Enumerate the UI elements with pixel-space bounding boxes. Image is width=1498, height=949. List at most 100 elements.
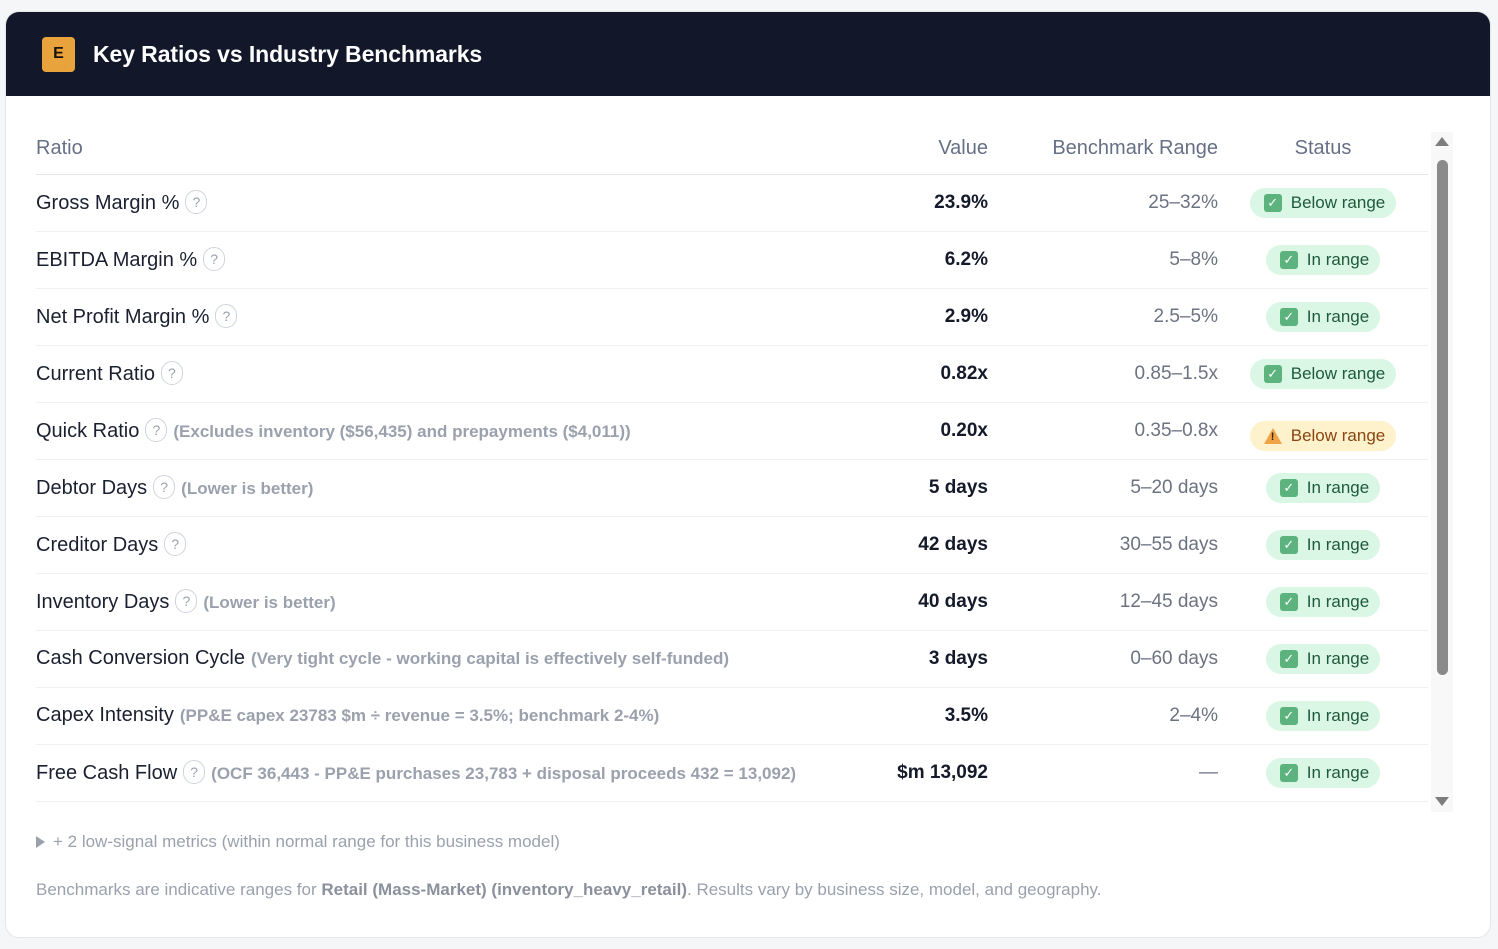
table-row: Creditor Days? 42 days 30–55 days ✓ In range bbox=[36, 516, 1428, 574]
help-icon[interactable]: ? bbox=[160, 361, 183, 385]
status-cell: ! Below range bbox=[1218, 402, 1428, 460]
ratio-note: (Lower is better) bbox=[181, 479, 314, 498]
benchmark-footnote: Benchmarks are indicative ranges for Ret… bbox=[36, 880, 1102, 900]
table-row: Inventory Days? (Lower is better) 40 days 1… bbox=[36, 573, 1428, 631]
scroll-up-arrow-icon[interactable] bbox=[1435, 137, 1449, 146]
table-row: Capex Intensity (PP&E capex 23783 $m ÷ re… bbox=[36, 687, 1428, 745]
scroll-thumb[interactable] bbox=[1437, 160, 1448, 675]
scroll-down-arrow-icon[interactable] bbox=[1435, 797, 1449, 806]
help-icon[interactable]: ? bbox=[164, 532, 187, 556]
ratio-note: (Lower is better) bbox=[203, 593, 336, 612]
value-cell: 0.82x bbox=[838, 345, 988, 403]
help-icon[interactable]: ? bbox=[145, 418, 168, 442]
status-badge: ! Below range bbox=[1249, 420, 1397, 451]
benchmark-cell: 0–60 days bbox=[988, 630, 1218, 688]
column-header-value: Value bbox=[838, 124, 988, 175]
value-cell: 3 days bbox=[838, 630, 988, 688]
footnote-prefix: Benchmarks are indicative ranges for bbox=[36, 880, 322, 899]
ratio-cell: Inventory Days? (Lower is better) bbox=[36, 573, 838, 631]
footnote-industry: Retail (Mass-Market) (inventory_heavy_re… bbox=[321, 880, 687, 899]
check-icon: ✓ bbox=[1279, 706, 1298, 725]
benchmark-cell: 0.35–0.8x bbox=[988, 402, 1218, 460]
benchmark-cell: 12–45 days bbox=[988, 573, 1218, 631]
ratio-name: Free Cash Flow bbox=[36, 762, 178, 784]
warning-icon: ! bbox=[1263, 427, 1282, 444]
check-icon: ✓ bbox=[1263, 193, 1282, 212]
ratio-name: EBITDA Margin % bbox=[36, 249, 198, 271]
ratio-name: Gross Margin % bbox=[36, 192, 180, 214]
status-label: In range bbox=[1306, 477, 1370, 497]
section-badge: E bbox=[42, 36, 75, 72]
check-icon: ✓ bbox=[1279, 478, 1298, 497]
ratio-name: Cash Conversion Cycle bbox=[36, 647, 245, 669]
ratio-cell: EBITDA Margin %? bbox=[36, 231, 838, 289]
value-cell: 5 days bbox=[838, 459, 988, 517]
column-header-status: Status bbox=[1218, 124, 1428, 175]
ratio-cell: Cash Conversion Cycle (Very tight cycle -… bbox=[36, 630, 838, 688]
help-icon[interactable]: ? bbox=[215, 304, 238, 328]
check-icon: ✓ bbox=[1279, 250, 1298, 269]
status-label: In range bbox=[1306, 591, 1370, 611]
status-cell: ✓ In range bbox=[1218, 231, 1428, 289]
ratio-note: (PP&E capex 23783 $m ÷ revenue = 3.5%; b… bbox=[179, 706, 660, 725]
card-title: Key Ratios vs Industry Benchmarks bbox=[93, 40, 483, 67]
status-badge: ✓ In range bbox=[1265, 472, 1381, 503]
table-row: Free Cash Flow? (OCF 36,443 - PP&E purcha… bbox=[36, 744, 1428, 802]
table-body: Gross Margin %? 23.9% 25–32% ✓ Below range EB… bbox=[36, 174, 1428, 802]
status-badge: ✓ In range bbox=[1265, 301, 1381, 332]
status-badge: ✓ In range bbox=[1265, 700, 1381, 731]
benchmark-cell: — bbox=[988, 744, 1218, 802]
check-icon: ✓ bbox=[1263, 364, 1282, 383]
status-cell: ✓ In range bbox=[1218, 573, 1428, 631]
help-icon[interactable]: ? bbox=[203, 247, 226, 271]
low-signal-metrics-toggle[interactable]: + 2 low-signal metrics (within normal ra… bbox=[36, 832, 560, 852]
ratio-name: Inventory Days bbox=[36, 591, 170, 613]
status-label: In range bbox=[1306, 306, 1370, 326]
table-row: Net Profit Margin %? 2.9% 2.5–5% ✓ In range bbox=[36, 288, 1428, 346]
value-cell: 6.2% bbox=[838, 231, 988, 289]
status-cell: ✓ In range bbox=[1218, 687, 1428, 745]
table-row: Quick Ratio? (Excludes inventory ($56,435… bbox=[36, 402, 1428, 460]
check-icon: ✓ bbox=[1279, 592, 1298, 611]
status-badge: ✓ In range bbox=[1265, 529, 1381, 560]
table-header-row: Ratio Value Benchmark Range Status bbox=[36, 124, 1428, 175]
ratios-table-container[interactable]: Ratio Value Benchmark Range Status Gross… bbox=[36, 124, 1428, 804]
status-cell: ✓ In range bbox=[1218, 459, 1428, 517]
ratio-note: (Excludes inventory ($56,435) and prepay… bbox=[173, 422, 631, 441]
status-label: In range bbox=[1306, 762, 1370, 782]
column-header-benchmark: Benchmark Range bbox=[988, 124, 1218, 175]
ratio-name: Debtor Days bbox=[36, 477, 148, 499]
help-icon[interactable]: ? bbox=[183, 760, 206, 784]
ratio-name: Capex Intensity bbox=[36, 704, 174, 726]
status-cell: ✓ In range bbox=[1218, 516, 1428, 574]
benchmark-cell: 25–32% bbox=[988, 174, 1218, 232]
table-row: Current Ratio? 0.82x 0.85–1.5x ✓ Below range bbox=[36, 345, 1428, 403]
status-label: In range bbox=[1306, 534, 1370, 554]
help-icon[interactable]: ? bbox=[153, 475, 176, 499]
check-icon: ✓ bbox=[1279, 535, 1298, 554]
check-icon: ✓ bbox=[1279, 649, 1298, 668]
status-label: In range bbox=[1306, 705, 1370, 725]
table-row: EBITDA Margin %? 6.2% 5–8% ✓ In range bbox=[36, 231, 1428, 289]
ratio-cell: Creditor Days? bbox=[36, 516, 838, 574]
table-scrollbar[interactable] bbox=[1431, 132, 1453, 812]
status-label: Below range bbox=[1290, 363, 1386, 383]
disclosure-triangle-icon bbox=[36, 836, 45, 848]
help-icon[interactable]: ? bbox=[185, 190, 208, 214]
ratio-name: Quick Ratio bbox=[36, 420, 140, 442]
ratio-name: Net Profit Margin % bbox=[36, 306, 210, 328]
benchmark-cell: 5–8% bbox=[988, 231, 1218, 289]
help-icon[interactable]: ? bbox=[175, 589, 198, 613]
status-badge: ✓ In range bbox=[1265, 643, 1381, 674]
status-label: Below range bbox=[1290, 425, 1386, 445]
ratio-cell: Net Profit Margin %? bbox=[36, 288, 838, 346]
benchmark-cell: 30–55 days bbox=[988, 516, 1218, 574]
value-cell: 23.9% bbox=[838, 174, 988, 232]
card-header: E Key Ratios vs Industry Benchmarks bbox=[6, 12, 1490, 96]
table-row: Gross Margin %? 23.9% 25–32% ✓ Below range bbox=[36, 174, 1428, 232]
status-cell: ✓ In range bbox=[1218, 288, 1428, 346]
status-cell: ✓ In range bbox=[1218, 630, 1428, 688]
status-cell: ✓ Below range bbox=[1218, 174, 1428, 232]
status-label: In range bbox=[1306, 648, 1370, 668]
ratio-cell: Gross Margin %? bbox=[36, 174, 838, 232]
